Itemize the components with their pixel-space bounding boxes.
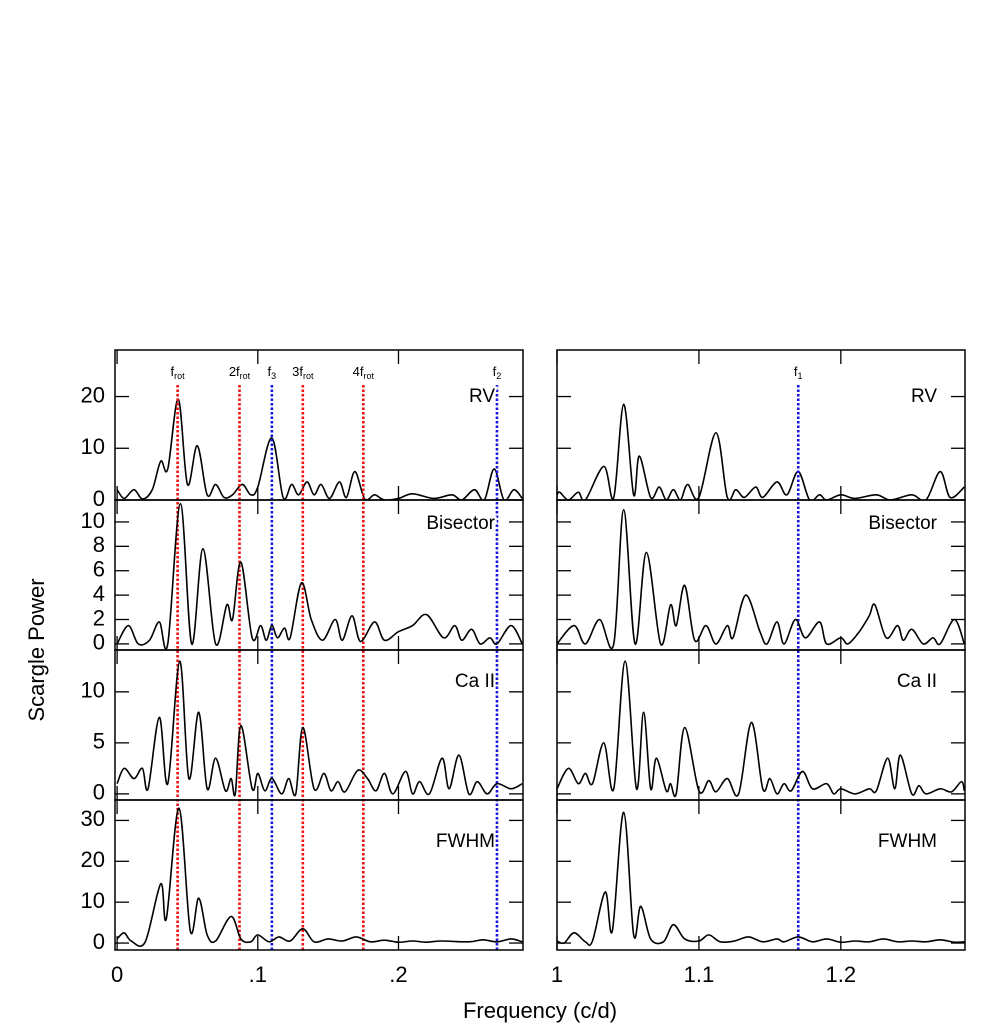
marker-label-main: 2f [229,364,240,379]
y-tick-label: 0 [93,780,105,805]
marker-label-sub: 2 [496,371,501,381]
y-tick-label: 5 [93,729,105,754]
x-axis-label: Frequency (c/d) [463,998,617,1023]
marker-label-main: f [794,364,798,379]
periodogram-line [116,660,523,797]
marker-label: 3frot [292,364,314,381]
y-tick-label: 0 [93,630,105,655]
y-tick-label: 6 [93,557,105,582]
panel-frame [556,799,966,951]
periodogram-line [116,502,523,650]
marker-label-main: f [268,364,272,379]
marker-label-main: 3f [292,364,303,379]
panel-label: Bisector [868,513,937,534]
marker-label-main: f [171,364,175,379]
y-tick-label: 10 [81,434,105,459]
panel-label: FWHM [878,831,937,852]
x-tick-label: 1 [551,962,563,987]
marker-label: frot [171,364,186,381]
marker-label-sub: rot [174,371,185,381]
marker-label-sub: rot [363,371,374,381]
y-tick-label: 8 [93,532,105,557]
x-tick-label: .1 [249,962,267,987]
marker-label: f3 [268,364,277,381]
marker-label-main: 4f [353,364,364,379]
panel-label: RV [469,386,495,407]
y-tick-label: 20 [81,382,105,407]
panel-frame [114,799,524,951]
x-tick-label: .2 [389,962,407,987]
y-axis-label: Scargle Power [24,578,49,721]
marker-label-main: f [493,364,497,379]
y-tick-label: 4 [93,581,105,606]
x-tick-label: 1.2 [826,962,857,987]
x-tick-label: 0 [111,962,123,987]
panel-label: FWHM [436,831,495,852]
periodogram-line [557,660,965,798]
y-tick-label: 10 [81,508,105,533]
periodogram-line [116,398,523,500]
y-tick-label: 10 [81,888,105,913]
periodogram-line [116,807,523,947]
marker-label-sub: rot [240,371,251,381]
panel-label: Ca II [897,671,937,692]
panel-label: Bisector [426,513,495,534]
marker-label-sub: 3 [271,371,276,381]
marker-label: 4frot [353,364,375,381]
marker-label: 2frot [229,364,251,381]
marker-label: f2 [493,364,502,381]
panel-label: Ca II [455,671,495,692]
periodogram-line [557,508,965,650]
panel-label: RV [911,386,937,407]
y-tick-label: 30 [81,806,105,831]
periodogram-line [557,811,965,947]
marker-label: f1 [794,364,803,381]
y-tick-label: 0 [93,486,105,511]
y-tick-label: 20 [81,847,105,872]
marker-label-sub: rot [303,371,314,381]
marker-label-sub: 1 [798,371,803,381]
y-tick-label: 0 [93,929,105,954]
y-tick-label: 10 [81,678,105,703]
y-tick-label: 2 [93,605,105,630]
x-tick-label: 1.1 [684,962,715,987]
